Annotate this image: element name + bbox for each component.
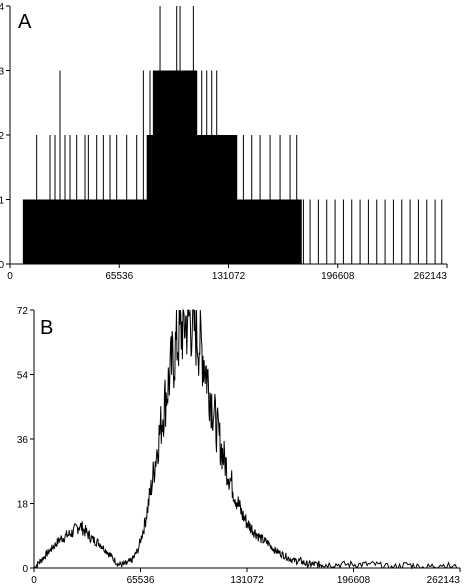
panel-a-x-tick-label: 262143	[414, 271, 448, 282]
panel-a-y-ticks: 0 1 2 3 4	[0, 2, 10, 271]
panel-b-y-tick-label: 18	[17, 500, 29, 511]
panel-a-x-tick-label: 0	[7, 271, 13, 282]
panel-b-x-tick-label: 196608	[337, 575, 371, 586]
panel-a-x-ticks: 0 65536 131072 196608 262143	[7, 264, 448, 282]
panel-b-x-tick-label: 0	[31, 575, 37, 586]
panel-b-x-tick-label: 65536	[127, 575, 155, 586]
panel-b-series-line	[33, 309, 460, 570]
panel-b-y-tick-label: 54	[17, 371, 29, 382]
panel-b: B 0 65536 131072 196608 262143 0 18 36 54 72	[17, 306, 461, 586]
panel-b-x-tick-label: 131072	[230, 575, 264, 586]
panel-a-x-tick-label: 65536	[105, 271, 133, 282]
panel-b-x-ticks: 0 65536 131072 196608 262143	[31, 568, 461, 586]
panel-a-y-tick-label: 3	[0, 67, 4, 78]
panel-a-x-tick-label: 131072	[212, 271, 246, 282]
panel-b-x-tick-label: 262143	[427, 575, 461, 586]
panel-a-label: A	[18, 11, 32, 33]
panel-a-y-tick-label: 1	[0, 196, 4, 207]
panel-a-y-tick-label: 4	[0, 2, 4, 13]
panel-a-x-tick-label: 196608	[321, 271, 355, 282]
panel-a-y-tick-label: 0	[0, 260, 4, 271]
panel-b-label: B	[40, 317, 53, 339]
panel-a: A 0 65536 131072 196608 262143 0 1 2 3 4	[0, 2, 448, 282]
panel-a-y-tick-label: 2	[0, 131, 4, 142]
panel-a-bar-block	[153, 70, 197, 264]
panel-a-histogram	[22, 6, 443, 264]
panel-b-y-tick-label: 72	[17, 306, 29, 317]
panel-b-y-tick-label: 0	[22, 564, 28, 575]
panel-b-y-ticks: 0 18 36 54 72	[17, 306, 34, 575]
panel-b-y-tick-label: 36	[17, 435, 29, 446]
